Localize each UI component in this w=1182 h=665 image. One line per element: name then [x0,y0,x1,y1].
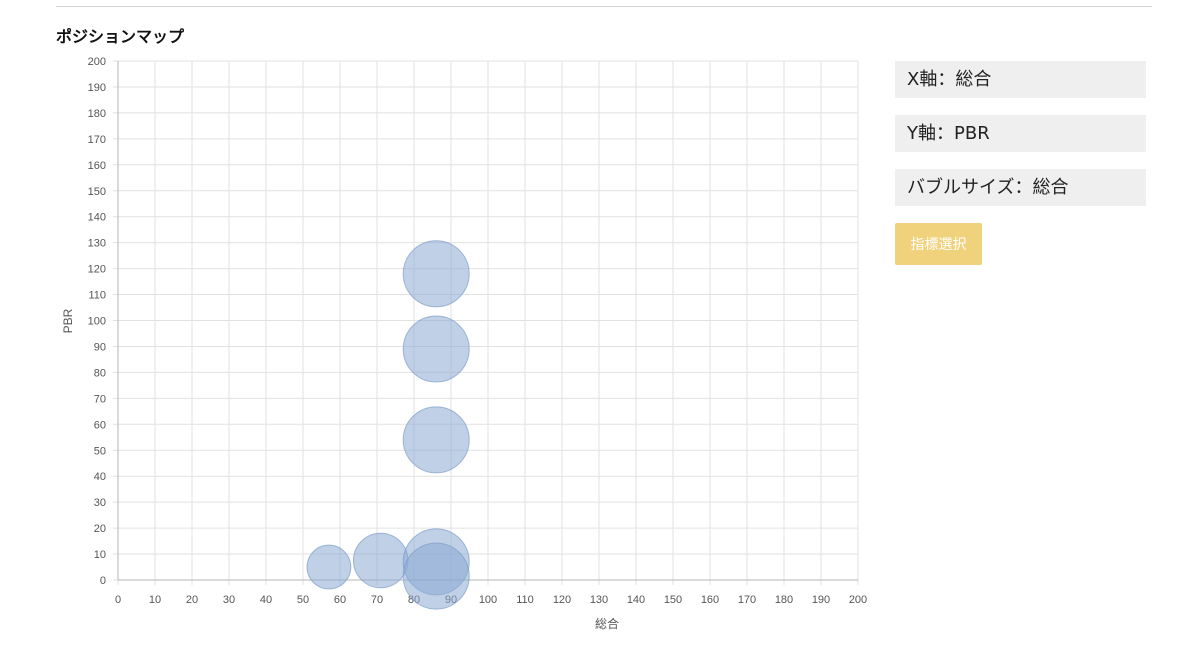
x-tick-label: 10 [149,594,161,606]
y-tick-label: 100 [88,316,106,328]
y-tick-label: 130 [88,238,106,250]
x-tick-label: 60 [334,594,346,606]
x-tick-label: 50 [297,594,309,606]
position-map-chart: 0102030405060708090100110120130140150160… [61,56,867,631]
y-tick-label: 40 [94,471,106,483]
y-axis-indicator: Y軸：PBR [895,115,1146,152]
y-tick-label: 110 [88,290,106,302]
top-divider [56,6,1152,7]
section-title: ポジションマップ [56,27,185,46]
bubble-point [306,544,352,590]
y-tick-label: 30 [94,497,106,509]
x-tick-label: 130 [590,594,608,606]
y-tick-label: 200 [88,56,106,68]
y-tick-label: 190 [88,82,106,94]
x-tick-label: 150 [664,594,682,606]
x-tick-label: 120 [553,594,571,606]
x-tick-label: 170 [738,594,756,606]
x-tick-label: 40 [260,594,272,606]
x-tick-label: 190 [812,594,830,606]
bubble-point [352,532,409,589]
y-tick-label: 160 [88,160,106,172]
y-tick-label: 70 [94,393,106,405]
bubble-point [402,315,470,383]
x-tick-label: 100 [479,594,497,606]
y-tick-label: 10 [94,549,106,561]
y-tick-label: 60 [94,419,106,431]
select-metric-button[interactable]: 指標選択 [895,223,982,265]
y-tick-label: 140 [88,212,106,224]
x-tick-label: 160 [701,594,719,606]
bubble-size-indicator: バブルサイズ：総合 [895,169,1146,206]
x-axis-indicator: X軸：総合 [895,61,1146,98]
x-tick-label: 110 [516,594,534,606]
y-tick-label: 120 [88,264,106,276]
y-tick-label: 90 [94,341,106,353]
x-tick-label: 70 [371,594,383,606]
x-tick-label: 180 [775,594,793,606]
y-tick-label: 180 [88,108,106,120]
y-tick-label: 80 [94,367,106,379]
x-tick-label: 30 [223,594,235,606]
y-tick-label: 50 [94,445,106,457]
y-axis-title: PBR [61,308,75,333]
x-axis-title: 総合 [595,616,619,631]
y-tick-label: 20 [94,523,106,535]
x-tick-label: 140 [627,594,645,606]
x-tick-label: 200 [849,594,867,606]
bubble-point [402,406,470,474]
x-tick-label: 20 [186,594,198,606]
y-tick-label: 170 [88,134,106,146]
bubble-point [402,542,470,610]
bubble-point [402,240,470,308]
x-tick-label: 0 [115,594,121,606]
y-tick-label: 0 [100,575,106,587]
y-tick-label: 150 [88,186,106,198]
